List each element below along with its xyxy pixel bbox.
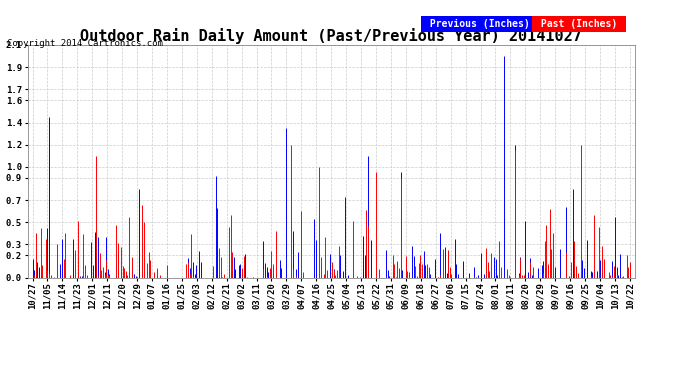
Text: Previous (Inches): Previous (Inches) [424,20,536,29]
Text: Past (Inches): Past (Inches) [535,20,623,29]
Text: Copyright 2014 Cartronics.com: Copyright 2014 Cartronics.com [7,39,163,48]
Title: Outdoor Rain Daily Amount (Past/Previous Year) 20141027: Outdoor Rain Daily Amount (Past/Previous… [80,28,582,44]
